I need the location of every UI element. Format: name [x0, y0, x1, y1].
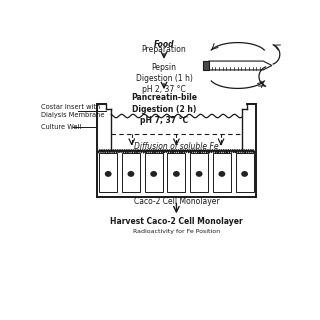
- Ellipse shape: [105, 171, 112, 177]
- Text: Costar Insert with
Dialysis Membrane: Costar Insert with Dialysis Membrane: [41, 104, 105, 118]
- Polygon shape: [209, 61, 272, 70]
- Ellipse shape: [196, 171, 203, 177]
- Text: Culture Well: Culture Well: [41, 124, 82, 130]
- Bar: [213, 153, 231, 192]
- Ellipse shape: [150, 171, 157, 177]
- Bar: [145, 153, 163, 192]
- Text: Food: Food: [154, 40, 174, 49]
- Bar: [99, 153, 117, 192]
- Ellipse shape: [128, 171, 134, 177]
- Text: Preparation: Preparation: [142, 45, 186, 54]
- Bar: [236, 153, 253, 192]
- Text: Pancreatin-bile
Digestion (2 h)
pH 7, 37 °C: Pancreatin-bile Digestion (2 h) pH 7, 37…: [131, 93, 197, 125]
- Bar: [190, 153, 208, 192]
- Text: Caco-2 Cell Monolayer: Caco-2 Cell Monolayer: [133, 197, 219, 206]
- Ellipse shape: [219, 171, 225, 177]
- Polygon shape: [203, 61, 209, 70]
- Text: Harvest Caco-2 Cell Monolayer: Harvest Caco-2 Cell Monolayer: [110, 217, 243, 226]
- Bar: [167, 153, 185, 192]
- Text: Diffusion of soluble Fe: Diffusion of soluble Fe: [134, 142, 219, 151]
- Ellipse shape: [173, 171, 180, 177]
- Text: Pepsin
Digestion (1 h)
pH 2, 37 °C: Pepsin Digestion (1 h) pH 2, 37 °C: [136, 62, 192, 94]
- Bar: [122, 153, 140, 192]
- Text: Radioactivity for Fe Position: Radioactivity for Fe Position: [133, 229, 220, 234]
- Ellipse shape: [241, 171, 248, 177]
